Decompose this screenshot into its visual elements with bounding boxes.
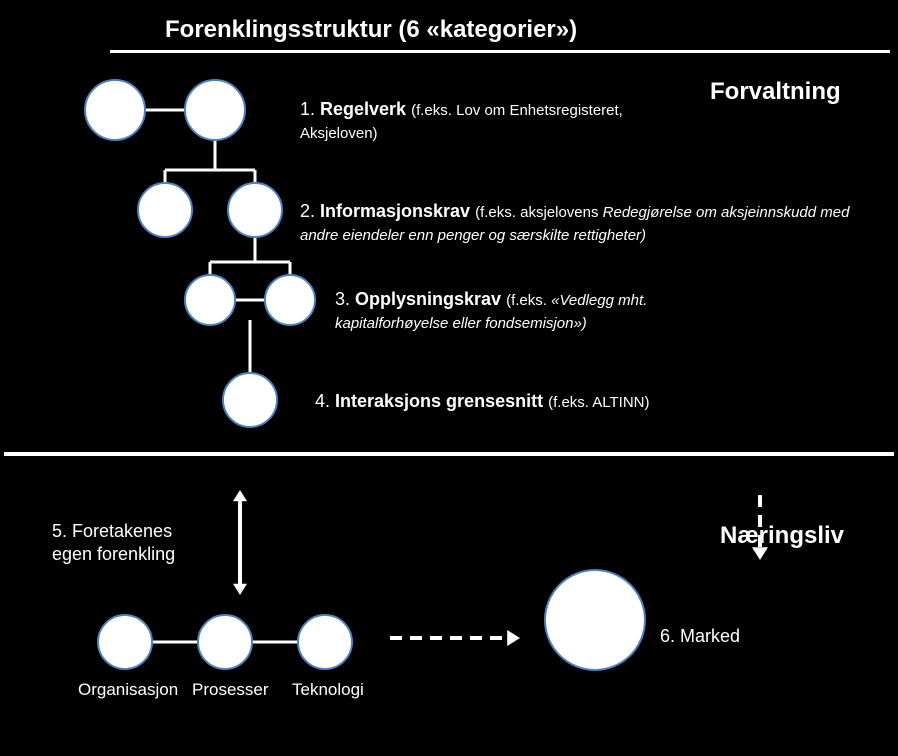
item-label: 6. Marked [660, 625, 740, 648]
bottom-label: Teknologi [292, 680, 364, 700]
bottom-label: Prosesser [192, 680, 269, 700]
bottom-label: Organisasjon [78, 680, 178, 700]
item-label: 3. Opplysningskrav (f.eks. «Vedlegg mht.… [335, 288, 695, 334]
item-label: 1. Regelverk (f.eks. Lov om Enhetsregist… [300, 98, 680, 144]
item-label: 4. Interaksjons grensesnitt (f.eks. ALTI… [315, 390, 650, 413]
item-label: 2. Informasjonskrav (f.eks. aksjelovens … [300, 200, 860, 246]
item-label: 5. Foretakenes egen forenkling [52, 520, 212, 565]
